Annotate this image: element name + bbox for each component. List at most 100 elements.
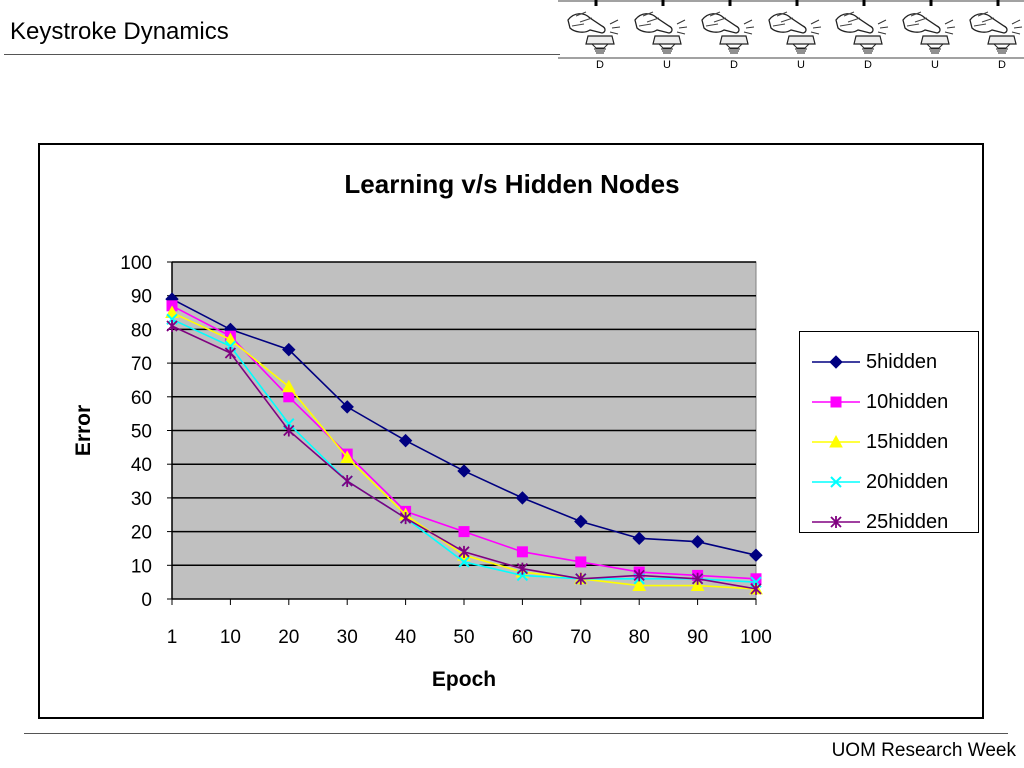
data-point	[691, 572, 704, 585]
data-point	[830, 396, 842, 408]
x-tick-label: 10	[220, 627, 241, 648]
banner-letter: U	[663, 59, 671, 70]
hand-keyboard-icon	[567, 0, 621, 54]
y-tick-label: 20	[131, 523, 152, 544]
data-point	[458, 526, 470, 538]
chart-title: Learning v/s Hidden Nodes	[344, 169, 679, 199]
slide-title: Keystroke Dynamics	[10, 18, 229, 45]
y-tick-label: 90	[131, 287, 152, 308]
x-tick-label: 1	[167, 627, 178, 648]
legend-label: 5hidden	[866, 350, 938, 373]
data-point	[690, 578, 705, 592]
y-tick-label: 30	[131, 489, 152, 510]
legend-swatch	[812, 476, 860, 488]
legend-label: 15hidden	[866, 430, 949, 453]
data-point	[457, 464, 471, 478]
y-axis-label: Error	[72, 405, 95, 456]
y-tick-label: 60	[131, 388, 152, 409]
data-point	[749, 548, 763, 562]
x-tick-label: 100	[740, 627, 772, 648]
data-point	[223, 332, 238, 346]
data-point	[341, 475, 353, 488]
series-5hidden	[165, 292, 763, 562]
data-point	[829, 434, 843, 448]
y-tick-label: 0	[141, 590, 152, 611]
banner-letter: D	[596, 59, 604, 70]
legend-item: 10hidden	[800, 382, 978, 422]
x-tick-label: 60	[512, 627, 533, 648]
data-point	[281, 379, 296, 393]
y-tick-label: 100	[120, 253, 152, 274]
footer-divider	[24, 733, 1008, 734]
legend-swatch	[812, 516, 860, 528]
data-point	[165, 305, 179, 319]
hand-keyboard-icon	[701, 0, 755, 54]
data-point	[750, 582, 762, 595]
hand-keyboard-icon	[634, 0, 688, 54]
data-point	[830, 476, 842, 488]
line-chart: Learning v/s Hidden Nodes 0 10 20 30 40 50 60 70…	[72, 169, 772, 691]
x-tick-label: 70	[570, 627, 591, 648]
data-point	[633, 569, 645, 582]
data-point	[224, 346, 237, 359]
x-axis-label: Epoch	[432, 668, 496, 691]
legend-item: 15hidden	[800, 422, 978, 462]
data-point	[340, 400, 354, 414]
legend-item: 25hidden	[800, 502, 978, 542]
legend-item: 5hidden	[800, 342, 978, 382]
data-point	[575, 556, 587, 568]
x-tick-label: 40	[395, 627, 416, 648]
data-point	[830, 516, 842, 528]
series-25hidden	[166, 320, 762, 595]
footer-text: UOM Research Week	[831, 740, 1016, 761]
x-tick-label: 90	[687, 627, 708, 648]
hand-keyboard-icon	[835, 0, 889, 54]
hand-keyboard-icon	[969, 0, 1023, 54]
data-point	[632, 531, 646, 546]
data-point	[516, 562, 529, 575]
legend-label: 20hidden	[866, 470, 949, 493]
banner-letter: U	[797, 59, 805, 70]
banner-letter: D	[730, 59, 738, 70]
legend-swatch	[812, 396, 860, 408]
chart-frame: Learning v/s Hidden Nodes 0 10 20 30 40 50 60 70…	[38, 143, 984, 719]
data-point	[398, 433, 413, 448]
data-point	[283, 424, 295, 437]
legend-swatch	[812, 434, 860, 448]
legend-item: 20hidden	[800, 462, 978, 502]
y-tick-label: 70	[131, 354, 152, 375]
hand-keyboard-icon	[902, 0, 956, 54]
y-tick-label: 10	[131, 556, 152, 577]
data-point	[166, 320, 178, 333]
y-tick-label: 80	[131, 320, 152, 341]
y-tick-label: 50	[131, 422, 152, 443]
data-point	[458, 545, 470, 558]
data-point	[829, 355, 843, 369]
data-point	[283, 391, 295, 403]
data-point	[458, 556, 470, 568]
data-point	[574, 514, 588, 529]
data-point	[516, 546, 528, 558]
legend-label: 25hidden	[866, 510, 949, 533]
x-tick-label: 50	[453, 627, 474, 648]
banner-letter: D	[864, 59, 872, 70]
x-tick-label: 20	[278, 627, 299, 648]
data-point	[399, 512, 412, 525]
data-point	[515, 491, 530, 505]
x-tick-label: 30	[337, 627, 358, 648]
title-divider	[4, 54, 560, 55]
banner-letter: D	[998, 59, 1006, 70]
data-point	[340, 450, 355, 463]
chart-legend: 5hidden 10hidden 15hidden 20hidden 25hidden	[799, 331, 979, 533]
data-point	[575, 572, 587, 585]
data-point	[690, 535, 705, 549]
data-point	[632, 578, 647, 592]
legend-swatch	[812, 355, 860, 369]
hand-keyboard-icon	[768, 0, 822, 54]
data-point	[282, 342, 296, 357]
legend-label: 10hidden	[866, 390, 949, 413]
y-tick-label: 40	[131, 455, 152, 476]
x-tick-label: 80	[629, 627, 650, 648]
banner-letter: U	[931, 59, 939, 70]
